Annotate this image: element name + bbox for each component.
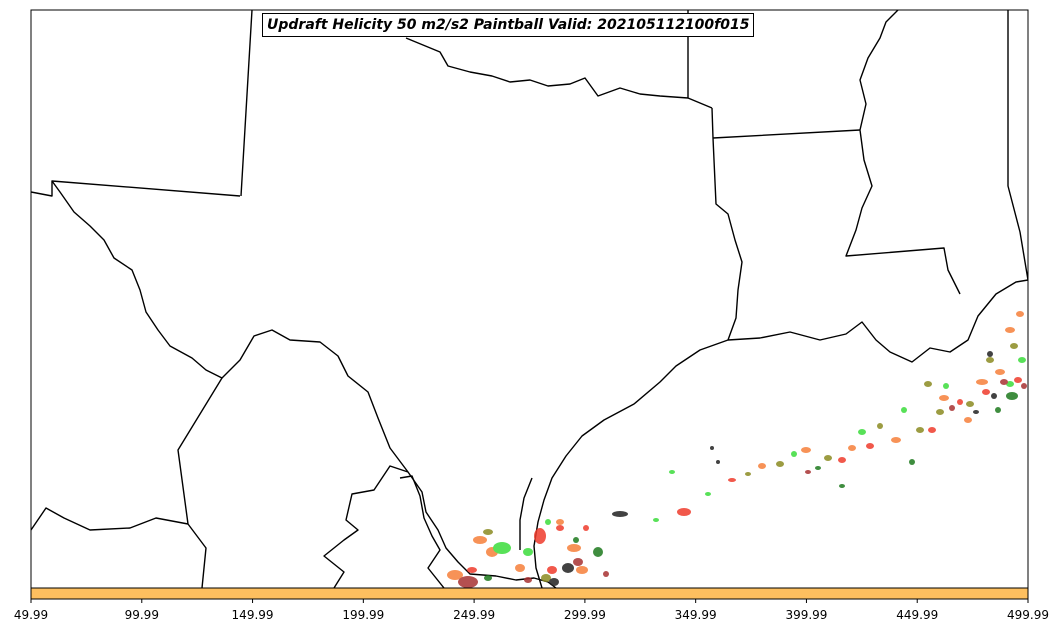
colorbar-tick-label: 199.99 <box>342 608 384 622</box>
colorbar-ticks: 49.99 99.99 149.99 199.99 249.99 299.99 349.99… <box>14 599 1049 622</box>
colorbar-tick-label: 499.99 <box>1007 608 1049 622</box>
texas-coast <box>519 339 729 588</box>
map-title: Updraft Helicity 50 m2/s2 Paintball Vali… <box>262 13 755 37</box>
gulf-coast-east <box>727 10 1028 363</box>
texas-border <box>31 10 861 341</box>
colorbar-tick-label: 249.99 <box>453 608 495 622</box>
colorbar-tick-label: 299.99 <box>564 608 606 622</box>
colorbar-tick-label: 349.99 <box>675 608 717 622</box>
rio-grande <box>51 180 557 588</box>
colorbar <box>30 587 1029 600</box>
colorbar-tick-label: 449.99 <box>896 608 938 622</box>
mexico-borders <box>31 377 445 588</box>
paintball-storms <box>447 311 1027 588</box>
colorbar-tick-label: 99.99 <box>125 608 159 622</box>
colorbar-tick-label: 49.99 <box>14 608 48 622</box>
colorbar-tick-label: 149.99 <box>232 608 274 622</box>
map-area <box>30 9 1029 589</box>
colorbar-tick-label: 399.99 <box>785 608 827 622</box>
